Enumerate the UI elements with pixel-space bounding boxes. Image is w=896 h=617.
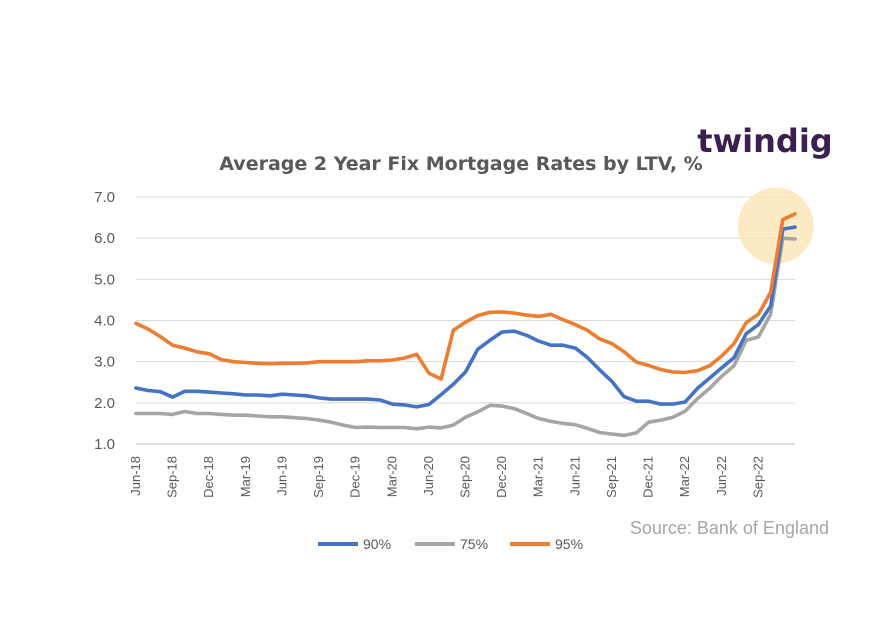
x-tick-label: Jun-18 bbox=[128, 456, 143, 496]
x-tick-label: Sep-21 bbox=[604, 456, 619, 498]
x-tick-label: Jun-22 bbox=[714, 456, 729, 496]
twindig-logo: twindig bbox=[697, 122, 832, 160]
x-tick-label: Dec-20 bbox=[494, 456, 509, 498]
y-tick-label: 1.0 bbox=[94, 436, 115, 453]
series-line-90pct bbox=[134, 225, 797, 409]
legend-label: 95% bbox=[555, 536, 583, 552]
legend: 90% 75% 95% bbox=[318, 536, 583, 552]
x-tick-label: Sep-18 bbox=[165, 456, 180, 498]
series-lines bbox=[134, 212, 797, 438]
y-tick-label: 4.0 bbox=[94, 313, 115, 330]
y-tick-label: 7.0 bbox=[94, 189, 115, 206]
x-tick-label: Jun-21 bbox=[567, 456, 582, 496]
x-tick-label: Mar-19 bbox=[238, 456, 253, 497]
x-tick-label: Sep-19 bbox=[311, 456, 326, 498]
x-tick-label: Dec-18 bbox=[201, 456, 216, 498]
y-axis-ticks: 1.0 2.0 3.0 4.0 5.0 6.0 7.0 bbox=[94, 189, 115, 453]
x-axis-ticks: Jun-18 Sep-18 Dec-18 Mar-19 Jun-19 Sep-19 Dec-… bbox=[128, 456, 765, 498]
x-tick-label: Jun-19 bbox=[274, 456, 289, 496]
source-note: Source: Bank of England bbox=[630, 518, 829, 538]
chart-title: Average 2 Year Fix Mortgage Rates by LTV… bbox=[219, 153, 702, 175]
series-line-95pct bbox=[134, 212, 797, 381]
x-tick-label: Sep-22 bbox=[750, 456, 765, 498]
y-tick-label: 3.0 bbox=[94, 354, 115, 371]
x-tick-label: Mar-22 bbox=[677, 456, 692, 497]
x-tick-label: Dec-19 bbox=[348, 456, 363, 498]
highlight-circle bbox=[737, 187, 814, 264]
series-line-75pct bbox=[134, 236, 797, 438]
y-tick-label: 2.0 bbox=[94, 395, 115, 412]
x-tick-label: Jun-20 bbox=[421, 456, 436, 496]
x-tick-label: Dec-21 bbox=[641, 456, 656, 498]
legend-label: 75% bbox=[460, 536, 488, 552]
legend-label: 90% bbox=[363, 536, 391, 552]
x-tick-label: Mar-21 bbox=[531, 456, 546, 497]
x-tick-label: Mar-20 bbox=[384, 456, 399, 497]
x-tick-label: Sep-20 bbox=[458, 456, 473, 498]
y-tick-label: 6.0 bbox=[94, 230, 115, 247]
y-tick-label: 5.0 bbox=[94, 271, 115, 288]
